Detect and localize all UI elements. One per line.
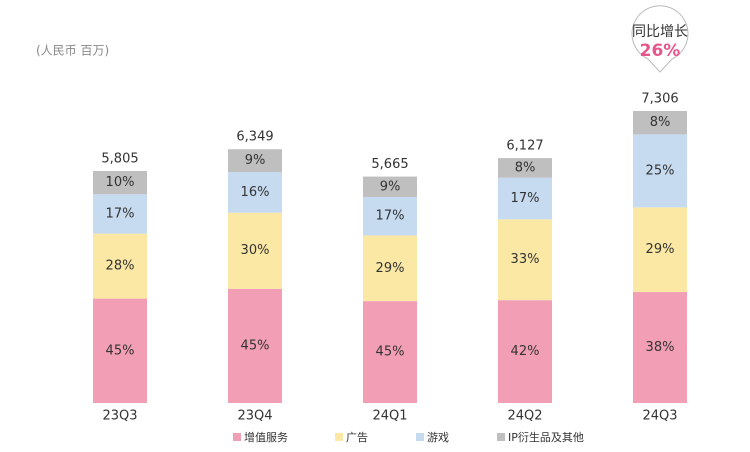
total-label: 6,349 bbox=[236, 130, 273, 145]
x-tick-label: 23Q3 bbox=[102, 409, 137, 424]
segment-label: 9% bbox=[245, 153, 266, 168]
total-label: 5,805 bbox=[101, 151, 138, 166]
legend-label: IP衍生品及其他 bbox=[508, 430, 584, 444]
bar-segment bbox=[363, 176, 417, 197]
segment-label: 25% bbox=[646, 163, 675, 178]
bar-segment bbox=[93, 194, 147, 234]
bar-segment bbox=[228, 172, 282, 213]
legend-swatch bbox=[233, 433, 241, 441]
legend-label: 游戏 bbox=[427, 431, 449, 444]
total-label: 6,127 bbox=[506, 139, 543, 154]
segment-label: 38% bbox=[646, 340, 675, 355]
bar-segment bbox=[363, 196, 417, 236]
unit-label: (人民币 百万) bbox=[36, 44, 109, 58]
segment-label: 9% bbox=[380, 179, 401, 194]
segment-label: 17% bbox=[511, 191, 540, 206]
segment-label: 42% bbox=[511, 344, 540, 359]
segment-label: 28% bbox=[106, 259, 135, 274]
legend-label: 广告 bbox=[346, 431, 368, 444]
legend-label: 增值服务 bbox=[244, 430, 288, 444]
segment-label: 45% bbox=[106, 343, 135, 358]
bar-segment bbox=[228, 212, 282, 289]
legend-swatch bbox=[416, 433, 424, 441]
segment-label: 45% bbox=[376, 345, 405, 360]
bar-segment bbox=[93, 170, 147, 195]
segment-label: 17% bbox=[106, 206, 135, 221]
segment-label: 8% bbox=[515, 160, 536, 175]
legend-swatch bbox=[497, 433, 505, 441]
callout-label: 同比增长 bbox=[632, 24, 688, 40]
bar-segment bbox=[633, 207, 687, 293]
x-tick-label: 24Q1 bbox=[372, 409, 407, 424]
segment-label: 29% bbox=[646, 242, 675, 257]
bar-segment bbox=[228, 149, 282, 173]
bar-segment bbox=[633, 111, 687, 135]
bar-segment bbox=[93, 298, 147, 403]
bar-segment bbox=[363, 235, 417, 302]
bar-segment bbox=[93, 233, 147, 299]
segment-label: 10% bbox=[106, 175, 135, 190]
segment-label: 45% bbox=[241, 338, 270, 353]
bar-segment bbox=[228, 288, 282, 403]
segment-label: 33% bbox=[511, 252, 540, 267]
callout-value: 26% bbox=[640, 41, 681, 61]
total-label: 7,306 bbox=[641, 92, 678, 107]
bar-segment bbox=[498, 177, 552, 220]
x-tick-label: 23Q4 bbox=[237, 409, 272, 424]
bar-segment bbox=[633, 292, 687, 403]
bar-segment bbox=[363, 301, 417, 403]
bar-segment bbox=[498, 300, 552, 403]
segment-label: 30% bbox=[241, 243, 270, 258]
x-tick-label: 24Q2 bbox=[507, 409, 542, 424]
legend-swatch bbox=[335, 433, 343, 441]
bar-segment bbox=[498, 158, 552, 178]
total-label: 5,665 bbox=[371, 157, 408, 172]
bar-segment bbox=[498, 219, 552, 301]
bar-segment bbox=[633, 134, 687, 208]
segment-label: 29% bbox=[376, 261, 405, 276]
callout-bubble bbox=[631, 5, 689, 73]
segment-label: 8% bbox=[650, 115, 671, 130]
x-tick-label: 24Q3 bbox=[642, 409, 677, 424]
segment-label: 16% bbox=[241, 185, 270, 200]
segment-label: 17% bbox=[376, 209, 405, 224]
